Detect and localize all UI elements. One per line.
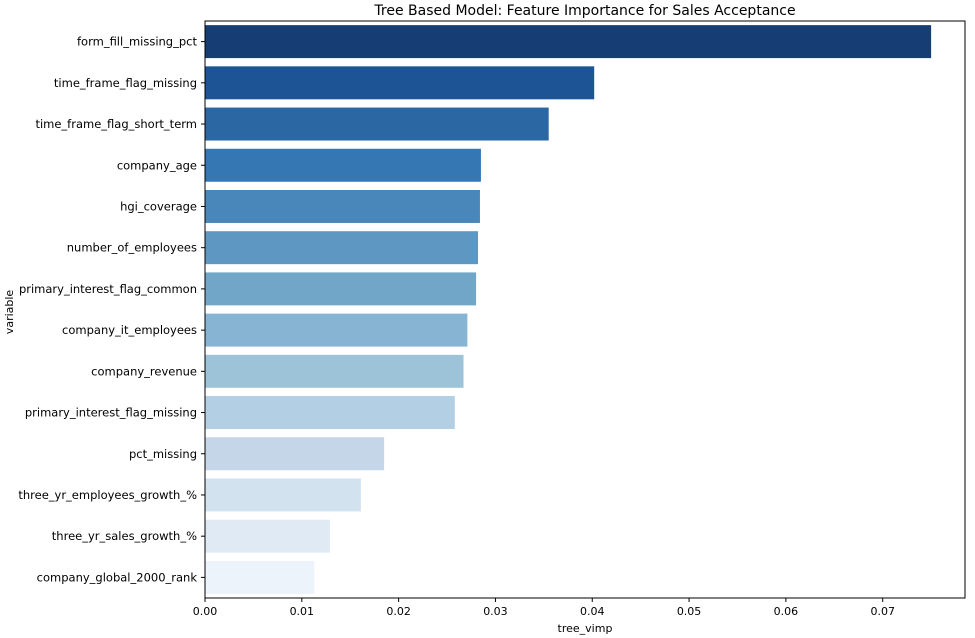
- category-label: company_it_employees: [62, 323, 197, 337]
- bar-time_frame_flag_missing: [205, 66, 595, 100]
- x-tick-label: 0.03: [483, 605, 508, 618]
- plot-frame: [204, 20, 966, 599]
- category-label: three_yr_employees_growth_%: [18, 488, 197, 502]
- category-labels-group: form_fill_missing_pct time_frame_flag_mis…: [18, 35, 205, 584]
- bar-primary_interest_flag_common: [205, 272, 477, 306]
- category-label: primary_interest_flag_common: [19, 282, 197, 296]
- bar-three_yr_employees_growth_%: [205, 478, 361, 512]
- x-axis-label: tree_vimp: [558, 622, 613, 635]
- bar-hgi_coverage: [205, 189, 480, 223]
- y-axis-label: variable: [3, 290, 16, 335]
- bar-pct_missing: [205, 437, 385, 471]
- bar-form_fill_missing_pct: [205, 25, 932, 59]
- x-tick-label: 0.00: [193, 605, 218, 618]
- category-label: form_fill_missing_pct: [77, 35, 197, 49]
- category-label: number_of_employees: [67, 241, 197, 255]
- category-label: company_global_2000_rank: [37, 570, 198, 584]
- category-label: three_yr_sales_growth_%: [52, 529, 197, 543]
- x-tick-label: 0.05: [677, 605, 702, 618]
- bar-primary_interest_flag_missing: [205, 396, 455, 430]
- x-tick-label: 0.06: [774, 605, 799, 618]
- category-label: primary_interest_flag_missing: [25, 406, 197, 420]
- category-label: pct_missing: [129, 447, 197, 461]
- bar-three_yr_sales_growth_%: [205, 519, 330, 553]
- bar-company_global_2000_rank: [205, 560, 315, 594]
- bar-time_frame_flag_short_term: [205, 107, 549, 141]
- category-label: time_frame_flag_missing: [54, 76, 197, 90]
- x-tick-label: 0.01: [290, 605, 315, 618]
- category-label: company_revenue: [91, 364, 197, 378]
- category-label: hgi_coverage: [120, 199, 197, 213]
- x-tick-label: 0.04: [580, 605, 605, 618]
- category-label: time_frame_flag_short_term: [35, 117, 197, 131]
- x-tick-label: 0.07: [870, 605, 895, 618]
- chart-title: Tree Based Model: Feature Importance for…: [373, 3, 795, 19]
- bar-company_it_employees: [205, 313, 468, 347]
- x-ticks-group: 0.00 0.01 0.02 0.03 0.04 0.05 0.06 0.07: [193, 598, 895, 618]
- bar-number_of_employees: [205, 231, 479, 265]
- category-label: company_age: [117, 158, 197, 172]
- bar-company_age: [205, 148, 481, 182]
- bars-group: [205, 25, 932, 594]
- bar-company_revenue: [205, 354, 464, 388]
- x-tick-label: 0.02: [386, 605, 411, 618]
